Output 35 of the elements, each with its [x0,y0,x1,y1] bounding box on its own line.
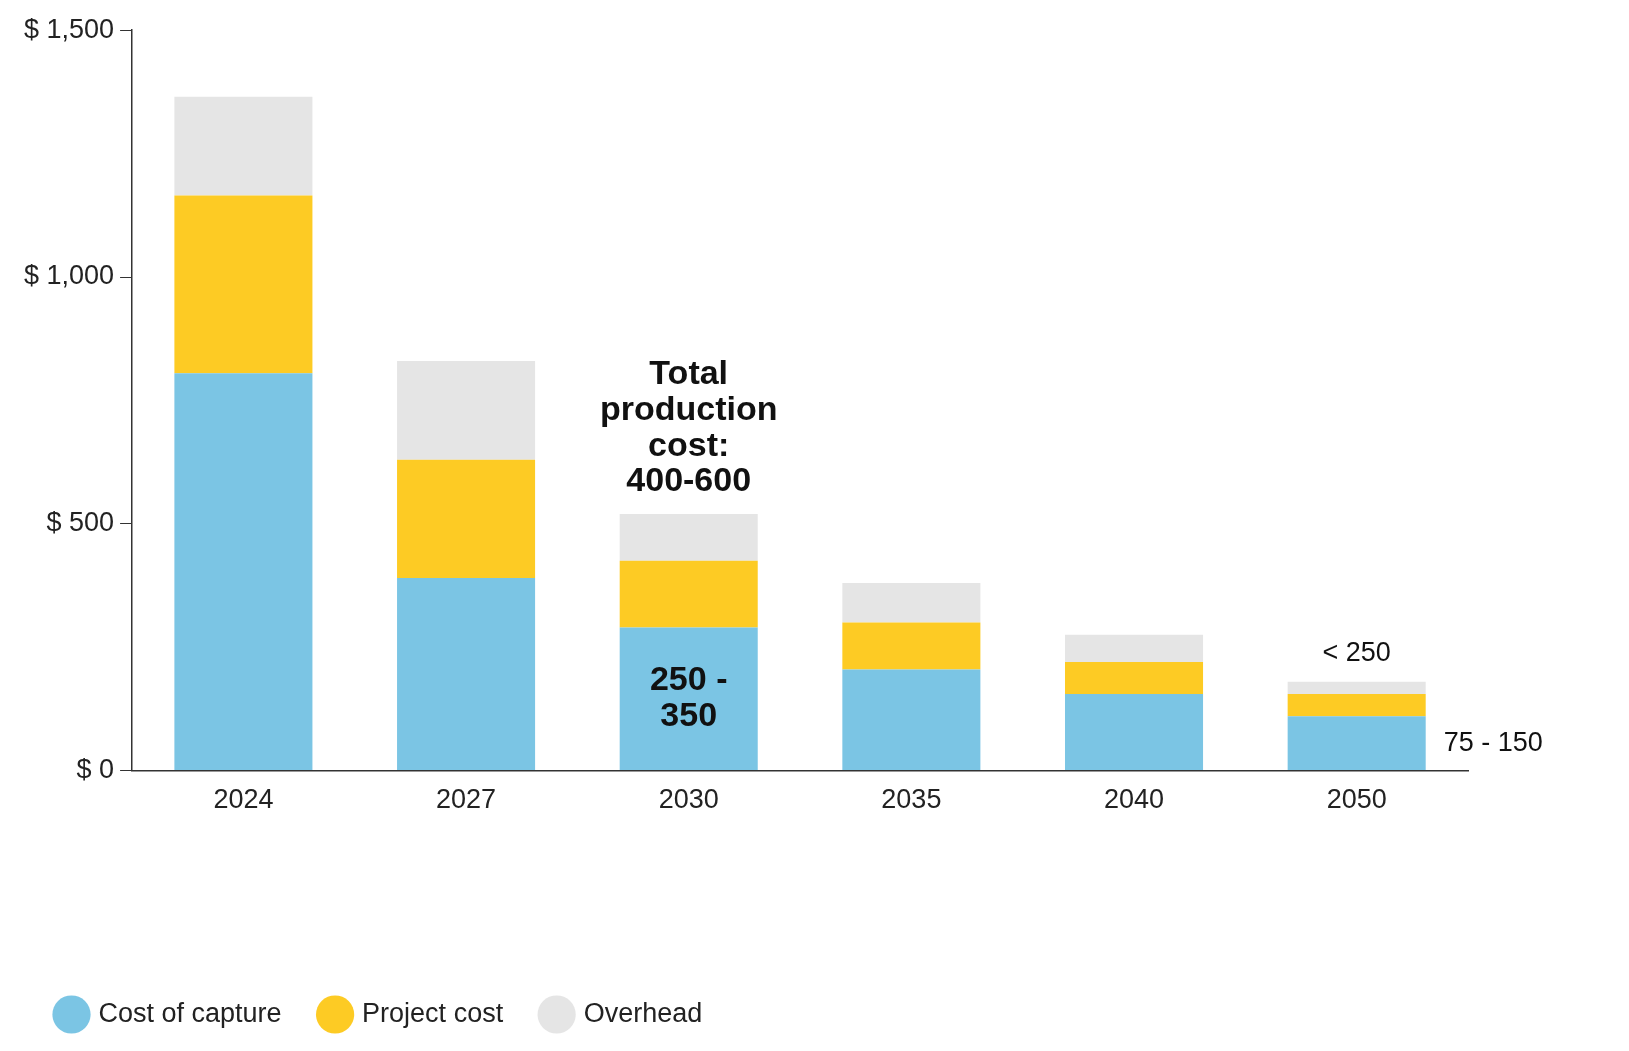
x-tick-label: 2030 [658,784,719,815]
bar [397,459,536,579]
bar [1065,662,1204,695]
bar [397,578,536,771]
bar [174,373,313,771]
bar [1065,634,1204,663]
bar [619,560,758,628]
annotation: 75 - 150 [1443,726,1543,757]
bar [397,360,536,460]
bar [619,627,758,771]
legend-label: Project cost [362,997,504,1028]
bar [1287,716,1426,771]
bar [842,669,981,771]
y-tick-label: $ 0 [76,754,115,785]
annotation: < 250 [1322,637,1391,668]
annotation: Total production cost: 400-600 [599,353,778,499]
y-tick-label: $ 1,500 [23,13,115,44]
bar [842,583,981,623]
y-tick-label: $ 500 [46,507,115,538]
bar [842,622,981,670]
bar [174,195,313,374]
bar [1065,694,1204,771]
bar [1287,681,1426,695]
x-tick-label: 2024 [213,784,274,815]
bar [619,513,758,561]
x-tick-label: 2027 [436,784,497,815]
x-tick-label: 2050 [1326,784,1387,815]
legend-label: Cost of capture [98,997,282,1028]
bar [1287,694,1426,717]
x-tick-label: 2040 [1103,784,1165,815]
legend-label: Overhead [583,997,703,1028]
bar [174,96,313,196]
x-tick-label: 2035 [881,784,942,815]
annotation: 250 - 350 [649,659,728,733]
y-tick-label: $ 1,000 [23,260,115,291]
